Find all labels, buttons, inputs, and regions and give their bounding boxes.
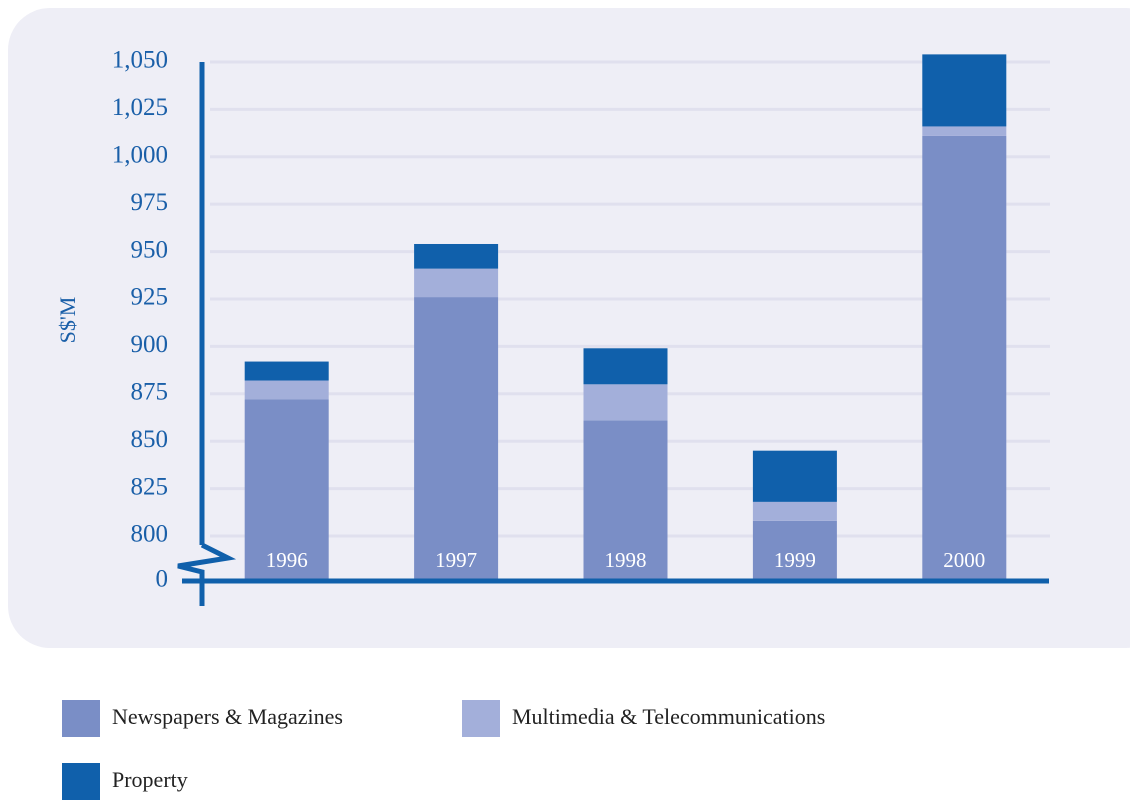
x-tick-label: 1998 — [605, 548, 647, 572]
bar-segment — [922, 126, 1007, 136]
x-tick-label: 1997 — [435, 548, 477, 572]
y-tick-label: 850 — [131, 426, 169, 453]
y-tick-label: 0 — [156, 566, 169, 593]
y-tick-label: 825 — [131, 473, 169, 500]
y-tick-label: 900 — [131, 331, 169, 358]
legend-label: Property — [112, 767, 188, 792]
y-tick-label: 1,025 — [112, 94, 168, 121]
y-tick-label: 950 — [131, 236, 169, 263]
legend-swatch — [462, 700, 500, 737]
legend-label: Multimedia & Telecommunications — [512, 704, 825, 729]
legend: Newspapers & Magazines Multimedia & Telec… — [62, 700, 825, 800]
bar-segment — [414, 297, 499, 581]
bar-segment — [922, 135, 1007, 581]
labels: 0 800 825 850 875 900 925 950 975 1,000 1,025 1,050… — [112, 47, 986, 593]
y-tick-label: 925 — [131, 284, 169, 311]
bars — [244, 54, 1007, 581]
y-tick-label: 875 — [131, 379, 169, 406]
bar-segment — [752, 450, 837, 502]
bar-segment — [583, 420, 668, 581]
x-tick-label: 2000 — [943, 548, 985, 572]
bar-segment — [244, 361, 329, 381]
y-tick-label: 1,000 — [112, 142, 168, 169]
x-tick-label: 1999 — [774, 548, 816, 572]
bar-segment — [244, 399, 329, 581]
bar-segment — [752, 501, 837, 521]
legend-swatch — [62, 763, 100, 800]
bar-segment — [752, 520, 837, 581]
x-tick-label: 1996 — [266, 548, 308, 572]
bar-segment — [244, 380, 329, 400]
bar-segment — [583, 384, 668, 421]
legend-swatch — [62, 700, 100, 737]
y-tick-label: 975 — [131, 189, 169, 216]
y-tick-label: 1,050 — [112, 47, 168, 74]
bar-segment — [922, 54, 1007, 127]
bar-segment — [414, 243, 499, 269]
bar-segment — [583, 348, 668, 385]
bar-segment — [414, 268, 499, 298]
y-tick-label: 800 — [131, 521, 169, 548]
legend-label: Newspapers & Magazines — [112, 704, 343, 729]
y-axis-label: S$'M — [55, 297, 80, 344]
axes — [177, 62, 1049, 606]
